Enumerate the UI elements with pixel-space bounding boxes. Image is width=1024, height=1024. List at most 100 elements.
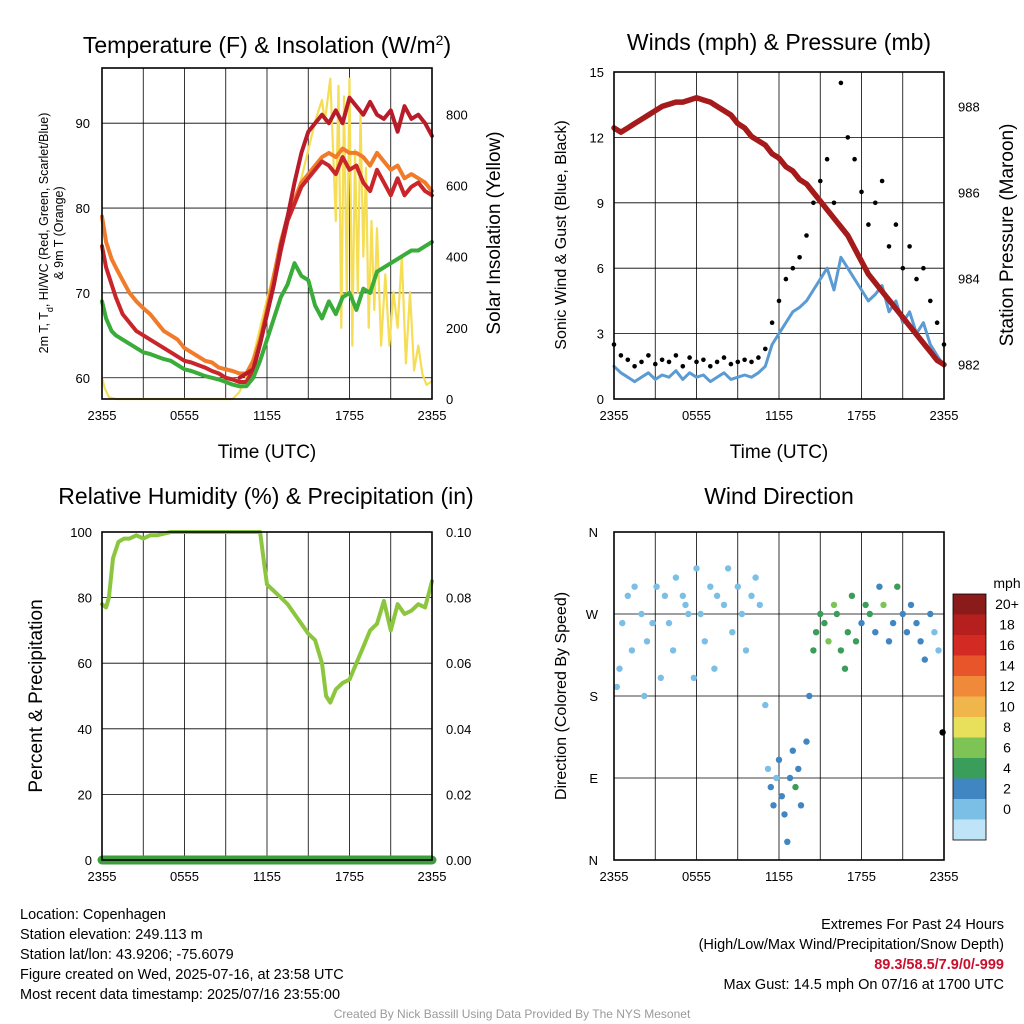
direction-point xyxy=(616,665,623,672)
gust-point xyxy=(838,80,844,86)
colorbar-swatch xyxy=(953,717,986,738)
direction-point xyxy=(685,610,692,618)
gust-point xyxy=(907,244,912,249)
gust-point xyxy=(749,359,754,365)
gust-point xyxy=(859,189,864,195)
direction-point xyxy=(701,638,708,645)
direction-point xyxy=(762,701,769,709)
extremes-subtitle: (High/Low/Max Wind/Precipitation/Snow De… xyxy=(698,937,1004,953)
y-tick-label: 90 xyxy=(76,116,90,131)
direction-point xyxy=(907,601,915,609)
direction-point xyxy=(665,619,673,627)
gust-point xyxy=(900,265,906,271)
y-tick-label: 80 xyxy=(76,201,90,216)
direction-point xyxy=(844,629,851,636)
y-axis-label: Sonic Wind & Gust (Blue, Black) xyxy=(553,120,570,349)
gust-point xyxy=(694,359,699,365)
gust-point xyxy=(756,355,761,360)
y-tick-label: S xyxy=(589,689,598,704)
y-axis-label-group: Sonic Wind & Gust (Blue, Black) xyxy=(553,120,570,349)
y2-tick-label: 988 xyxy=(958,99,980,114)
gust-point xyxy=(845,135,851,140)
wind-speed-line xyxy=(612,255,946,384)
gust-point xyxy=(921,265,926,271)
gust-point xyxy=(790,265,796,271)
pressure-line xyxy=(611,95,947,368)
y-axis-label-group: Percent & Precipitation xyxy=(26,599,47,792)
y2-tick-label: 0.08 xyxy=(446,591,471,606)
direction-point xyxy=(837,647,845,654)
colorbar-title: mph xyxy=(993,575,1020,591)
elevation-text: Station elevation: 249.113 m xyxy=(20,927,203,943)
direction-point xyxy=(866,610,873,618)
gust-point xyxy=(735,359,741,365)
plot-border xyxy=(613,71,945,400)
colorbar-swatch xyxy=(953,737,986,758)
title-superscript: 2 xyxy=(436,32,444,48)
gust-point xyxy=(618,353,624,358)
direction-point xyxy=(899,610,906,618)
colorbar-swatch xyxy=(953,655,986,676)
direction-point xyxy=(631,583,638,590)
direction-point xyxy=(921,656,928,663)
x-tick-label: 1155 xyxy=(253,869,281,884)
y-axis-label-rest: , HI/WC (Red, Green, Scarlet/Blue) xyxy=(37,113,51,308)
y2-tick-label: 986 xyxy=(958,185,980,200)
max-gust-text: Max Gust: 14.5 mph On 07/16 at 1700 UTC xyxy=(723,977,1004,993)
series-line-scarlet xyxy=(237,95,434,380)
direction-point xyxy=(713,592,721,599)
direction-point xyxy=(649,619,656,627)
gust-point xyxy=(879,178,885,184)
y-tick-label: 6 xyxy=(597,261,604,276)
direction-point xyxy=(669,647,677,654)
y2-tick-label: 200 xyxy=(446,321,468,336)
gust-point xyxy=(673,353,679,358)
direction-point xyxy=(697,610,704,618)
y-axis-label: Percent & Precipitation xyxy=(26,599,47,792)
gust-point xyxy=(783,276,789,282)
chart-title-temperature: Temperature (F) & Insolation (W/m2) xyxy=(83,32,451,58)
x-tick-label: 2355 xyxy=(88,869,117,884)
y-tick-label: 0 xyxy=(85,853,92,868)
y-tick-label: 60 xyxy=(76,371,90,386)
direction-point xyxy=(775,756,783,763)
direction-point xyxy=(638,610,645,618)
direction-point xyxy=(690,674,697,681)
recent-text: Most recent data timestamp: 2025/07/16 2… xyxy=(20,987,341,1003)
x-tick-label: 0555 xyxy=(682,408,711,423)
direction-point xyxy=(848,592,856,599)
direction-point xyxy=(797,802,805,809)
direction-point xyxy=(810,647,817,654)
x-tick-label: 0555 xyxy=(170,408,199,423)
colorbar-label: 16 xyxy=(999,637,1015,653)
gust-point xyxy=(818,178,823,184)
plot-border xyxy=(101,67,433,400)
y-tick-label: 20 xyxy=(78,787,92,802)
colorbar-label: 20+ xyxy=(995,596,1019,612)
direction-point xyxy=(679,592,686,599)
direction-point xyxy=(894,583,901,590)
gust-point xyxy=(687,355,692,360)
y2-tick-label: 0.04 xyxy=(446,722,471,737)
direction-point xyxy=(742,647,750,654)
direction-point xyxy=(752,574,759,581)
colorbar-swatch xyxy=(953,799,986,820)
y-tick-label: 0 xyxy=(597,392,604,407)
direction-point xyxy=(748,592,755,599)
colorbar-swatch xyxy=(953,614,986,635)
direction-point xyxy=(720,601,728,609)
direction-point xyxy=(803,738,810,745)
y-tick-label: W xyxy=(586,607,599,622)
direction-point xyxy=(833,610,840,618)
created-text: Figure created on Wed, 2025-07-16, at 23… xyxy=(20,967,344,983)
gust-point xyxy=(776,298,782,304)
gust-point xyxy=(873,200,878,206)
colorbar-border xyxy=(952,593,987,841)
direction-point xyxy=(734,583,741,590)
gust-point xyxy=(742,357,747,363)
colorbar-swatch xyxy=(953,696,986,717)
gust-point xyxy=(632,364,637,369)
y-axis-label: 2m T, Td, HI/WC (Red, Green, Scarlet/Blu… xyxy=(37,113,55,354)
direction-point xyxy=(806,692,813,700)
